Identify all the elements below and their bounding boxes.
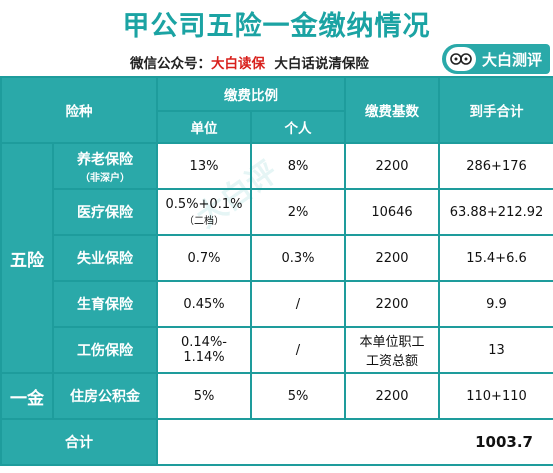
page-title: 甲公司五险一金缴纳情况	[122, 11, 431, 42]
total-label: 合计	[0, 418, 158, 466]
brand-badge: 大白测评	[442, 44, 550, 74]
cell-personal: /	[250, 280, 346, 328]
subtitle: 微信公众号：大白读保 大白话说清保险	[130, 52, 369, 72]
cell-unit-value: 0.5%+0.1%	[165, 197, 243, 212]
cell-base: 本单位职工 工资总额	[344, 326, 440, 374]
row-name: 失业保险	[52, 234, 158, 282]
cell-unit: 0.7%	[156, 234, 252, 282]
group-wuxian: 五险	[0, 142, 54, 374]
cell-net: 15.4+6.6	[438, 234, 553, 282]
cell-base: 2200	[344, 372, 440, 420]
cell-unit: 13%	[156, 142, 252, 190]
total-value: 1003.7	[156, 418, 553, 466]
cell-unit: 0.5%+0.1% （二档）	[156, 188, 252, 236]
table-row: 五险 养老保险 （非深户） 13% 8% 2200 286+176	[0, 142, 553, 374]
insurance-table: 险种 缴费比例 缴费基数 到手合计 单位 个人 五险 养老保险 （非深户） 13…	[0, 76, 553, 466]
table-row: 一金 住房公积金 5% 5% 2200 110+110	[0, 372, 553, 420]
table-row: 工伤保险 0.14%- 1.14% / 本单位职工 工资总额 13	[1, 326, 553, 374]
cell-unit: 0.14%- 1.14%	[156, 326, 252, 374]
row-name: 工伤保险	[52, 326, 158, 374]
cell-personal: 5%	[250, 372, 346, 420]
cell-unit: 5%	[156, 372, 252, 420]
cell-personal: 2%	[250, 188, 346, 236]
total-row: 合计 1003.7	[0, 418, 553, 466]
header-ratio: 缴费比例	[156, 76, 346, 112]
cell-net: 9.9	[438, 280, 553, 328]
table-row: 医疗保险 0.5%+0.1% （二档） 2% 10646 63.88+212.9…	[1, 188, 553, 236]
subtitle-prefix: 微信公众号：	[130, 56, 211, 72]
subtitle-highlight: 大白读保	[211, 56, 265, 72]
row-name: 生育保险	[52, 280, 158, 328]
cell-net: 110+110	[438, 372, 553, 420]
cell-unit-note: （二档）	[184, 216, 224, 227]
header-base: 缴费基数	[344, 76, 440, 144]
header-unit: 单位	[156, 110, 252, 144]
table-row: 生育保险 0.45% / 2200 9.9	[1, 280, 553, 328]
row-name: 医疗保险	[52, 188, 158, 236]
cell-base: 2200	[344, 142, 440, 190]
row-name-label: 养老保险	[77, 151, 133, 168]
row-name-note: （非深户）	[80, 172, 130, 184]
header-net: 到手合计	[438, 76, 553, 144]
cell-personal: /	[250, 326, 346, 374]
cell-net: 63.88+212.92	[438, 188, 553, 236]
badge-label: 大白测评	[482, 50, 543, 69]
subtitle-suffix: 大白话说清保险	[274, 56, 369, 72]
cartoon-face-icon	[446, 47, 476, 71]
row-name: 养老保险 （非深户）	[52, 142, 158, 190]
header-type: 险种	[0, 76, 158, 144]
row-name: 住房公积金	[52, 372, 158, 420]
header-personal: 个人	[250, 110, 346, 144]
cell-base: 2200	[344, 234, 440, 282]
cell-net: 13	[438, 326, 553, 374]
table-row: 失业保险 0.7% 0.3% 2200 15.4+6.6	[1, 234, 553, 282]
group-yijin: 一金	[0, 372, 54, 420]
cell-net: 286+176	[438, 142, 553, 190]
cell-base: 2200	[344, 280, 440, 328]
cell-base: 10646	[344, 188, 440, 236]
cell-unit: 0.45%	[156, 280, 252, 328]
cell-personal: 0.3%	[250, 234, 346, 282]
cell-personal: 8%	[250, 142, 346, 190]
